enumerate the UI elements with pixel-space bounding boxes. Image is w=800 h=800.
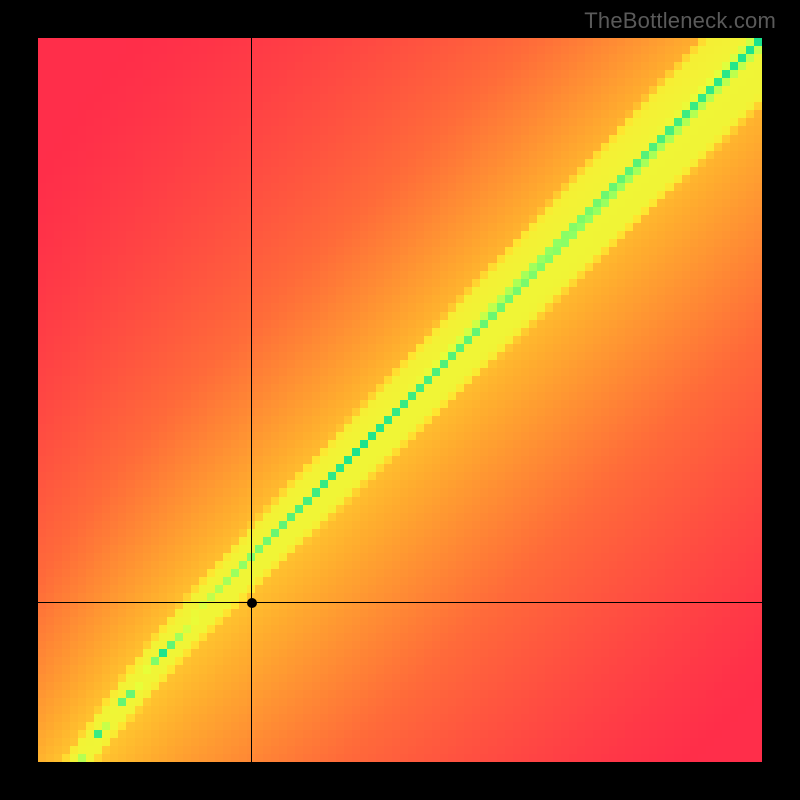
plot-area	[38, 38, 762, 762]
chart-frame: TheBottleneck.com	[0, 0, 800, 800]
watermark-text: TheBottleneck.com	[584, 8, 776, 34]
crosshair-point	[247, 598, 257, 608]
crosshair-vertical	[251, 38, 252, 762]
heatmap-canvas	[38, 38, 762, 762]
crosshair-horizontal	[38, 602, 762, 603]
